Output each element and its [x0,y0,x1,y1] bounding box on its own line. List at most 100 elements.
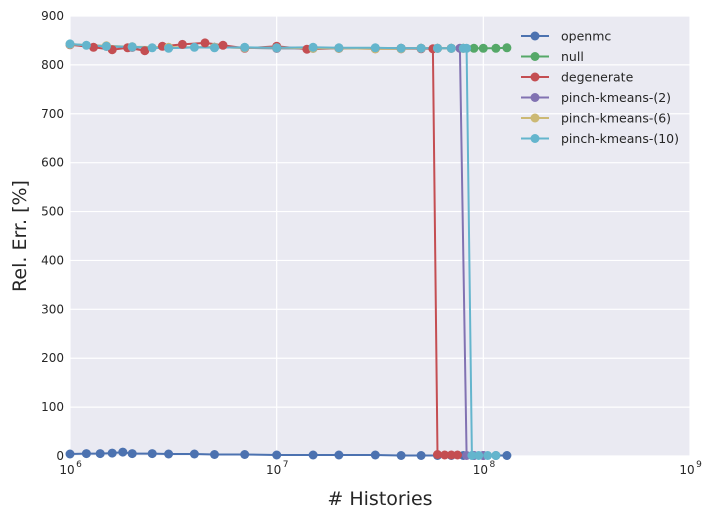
data-point [65,39,75,49]
legend-item-pinch-kmeans-6: pinch-kmeans-(6) [521,111,671,126]
data-point [334,43,344,53]
data-point [210,43,219,53]
y-tick-labels: 0 100 200 300 400 500 600 700 800 900 [41,9,64,463]
data-point [502,451,512,460]
data-point [272,450,282,460]
data-point [396,451,406,460]
data-point [240,42,250,52]
legend-marker [530,31,540,41]
svg-text:9: 9 [696,460,702,470]
svg-text:10: 10 [473,463,488,477]
legend-label: null [561,49,584,64]
data-point [189,42,199,52]
data-point [370,450,380,460]
data-point [189,449,199,459]
svg-text:10: 10 [266,463,281,477]
data-point [467,451,477,460]
y-tick-label: 200 [41,351,64,365]
legend-marker [530,134,540,143]
data-point [446,43,456,53]
y-tick-label: 400 [41,253,64,267]
x-tick-label: 10 9 [679,460,702,477]
x-tick-labels: 10 6 10 7 10 8 10 9 [59,460,702,477]
legend-marker [530,52,540,61]
data-point [272,43,282,53]
data-point [89,42,98,52]
y-tick-label: 0 [56,449,64,463]
grid-lines [69,15,691,457]
legend-item-openmc: openmc [521,29,611,44]
data-point [446,450,456,460]
legend-label: pinch-kmeans-(10) [561,131,679,146]
data-point [308,450,318,460]
x-tick-label: 10 8 [473,460,496,477]
svg-text:10: 10 [59,463,74,477]
legend-label: openmc [561,29,611,44]
data-point [164,449,174,459]
legend-item-null: null [521,49,584,64]
svg-text:7: 7 [283,460,289,470]
y-tick-label: 700 [41,107,64,121]
data-point [127,42,137,52]
data-point [469,43,479,53]
data-point [177,39,187,49]
data-point [416,451,426,460]
data-point [462,43,472,53]
svg-text:8: 8 [489,460,495,470]
legend-label: pinch-kmeans-(2) [561,90,671,105]
data-point [107,448,117,458]
data-point [478,43,488,53]
data-point [81,40,91,50]
legend: openmc null degenerate pinch-kmeans-(2) pinc… [521,29,679,146]
y-tick-label: 500 [41,205,64,219]
data-point [416,43,426,53]
legend-marker [530,93,540,102]
legend-marker [530,72,540,82]
x-axis-label: # Histories [327,488,432,510]
data-point [164,43,174,53]
legend-item-degenerate: degenerate [521,70,634,85]
svg-text:10: 10 [679,463,694,477]
svg-text:6: 6 [76,460,82,470]
data-point [210,450,219,459]
y-tick-label: 800 [41,58,64,72]
data-point [433,43,442,53]
data-point [370,43,380,53]
y-tick-label: 600 [41,156,64,170]
data-point [502,43,512,53]
data-point [440,450,450,460]
series-markers-pinch-kmeans-10 [65,39,501,460]
legend-item-pinch-kmeans-10: pinch-kmeans-(10) [521,131,679,146]
legend-marker [530,113,540,123]
data-point [200,38,210,48]
data-point [308,42,318,52]
x-tick-label: 10 6 [59,460,82,477]
data-point [334,450,344,460]
data-point [491,43,501,53]
y-tick-label: 100 [41,400,64,414]
y-tick-label: 300 [41,302,64,316]
data-point [95,449,105,459]
data-point [433,450,442,459]
data-point [218,40,228,50]
data-point [101,41,111,51]
data-point [118,447,128,457]
x-tick-label: 10 7 [266,460,289,477]
data-point [483,451,493,460]
series-points [65,38,512,460]
legend-label: degenerate [561,70,634,85]
legend-label: pinch-kmeans-(6) [561,111,671,126]
legend-item-pinch-kmeans-2: pinch-kmeans-(2) [521,90,671,105]
plot-background [70,16,690,456]
data-point [65,449,75,459]
data-point [81,449,91,459]
y-axis-label: Rel. Err. [%] [9,180,31,292]
data-point [491,451,501,460]
data-point [474,451,484,460]
data-point [240,450,250,459]
data-point [147,449,157,459]
data-point [127,449,137,459]
data-point [453,450,462,460]
data-point [140,46,150,56]
